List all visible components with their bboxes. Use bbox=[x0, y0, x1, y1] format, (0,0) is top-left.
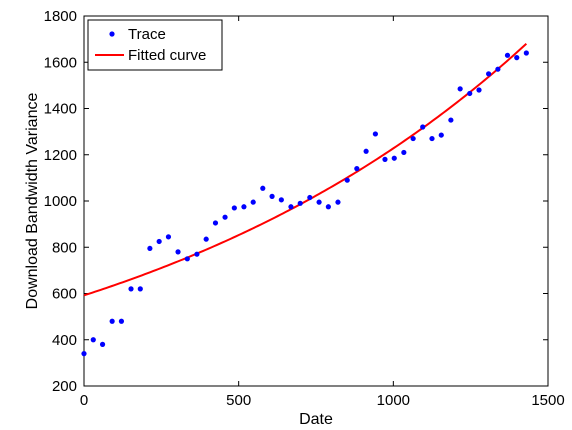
y-tick-label: 400 bbox=[52, 332, 77, 349]
y-tick-label: 600 bbox=[52, 286, 77, 303]
trace-point bbox=[194, 251, 200, 257]
x-tick-label: 1500 bbox=[531, 392, 564, 409]
y-tick-labels: 200 400 600 800 1000 1200 1400 1600 1800 bbox=[44, 8, 77, 395]
y-tick-label: 1200 bbox=[44, 147, 77, 164]
trace-point bbox=[137, 286, 143, 292]
legend-fit-label: Fitted curve bbox=[128, 47, 206, 64]
trace-point bbox=[307, 194, 313, 201]
y-tick-label: 800 bbox=[52, 239, 77, 256]
trace-point bbox=[288, 204, 294, 210]
trace-point bbox=[523, 50, 529, 56]
x-axis-label: Date bbox=[299, 411, 333, 428]
legend-box bbox=[87, 19, 223, 71]
legend-trace-label: Trace bbox=[128, 26, 166, 43]
trace-point bbox=[175, 249, 181, 255]
trace-point bbox=[486, 71, 492, 77]
trace-point bbox=[147, 245, 153, 252]
trace-point bbox=[165, 234, 172, 240]
fitted-curve-line bbox=[83, 43, 528, 297]
trace-point bbox=[438, 132, 444, 138]
y-tick-label: 1400 bbox=[44, 101, 77, 118]
fitted-curve-layer bbox=[83, 43, 528, 297]
legend: Trace Fitted curve bbox=[87, 19, 223, 71]
trace-point bbox=[448, 117, 454, 123]
trace-point bbox=[476, 87, 482, 93]
trace-point bbox=[429, 135, 435, 142]
trace-point bbox=[250, 199, 256, 205]
trace-point bbox=[410, 135, 416, 142]
y-tick-label: 1600 bbox=[44, 54, 77, 71]
trace-point bbox=[382, 156, 388, 162]
trace-point bbox=[222, 214, 228, 220]
trace-point bbox=[269, 193, 275, 199]
trace-point bbox=[109, 318, 115, 324]
trace-points-layer bbox=[81, 50, 529, 357]
x-tick-labels: 0 500 1000 1500 bbox=[80, 392, 565, 409]
trace-point bbox=[457, 86, 463, 92]
trace-point bbox=[297, 200, 303, 206]
trace-point bbox=[128, 286, 134, 292]
trace-point bbox=[316, 199, 322, 205]
trace-point bbox=[335, 199, 341, 205]
trace-point bbox=[203, 236, 209, 242]
x-tick-label: 0 bbox=[80, 392, 88, 409]
trace-point bbox=[260, 185, 266, 191]
trace-point bbox=[420, 124, 426, 130]
legend-trace-marker bbox=[109, 31, 115, 37]
plot-area bbox=[83, 15, 549, 387]
trace-point bbox=[391, 155, 397, 161]
trace-point bbox=[99, 341, 106, 347]
trace-point bbox=[344, 177, 350, 183]
trace-point bbox=[495, 66, 501, 72]
x-tick-label: 1000 bbox=[377, 392, 410, 409]
trace-point bbox=[504, 52, 511, 58]
trace-point bbox=[514, 55, 520, 61]
trace-point bbox=[401, 149, 407, 156]
y-axis-label: Download Bandwidth Variance bbox=[24, 93, 41, 310]
trace-point bbox=[90, 337, 96, 343]
trace-point bbox=[278, 197, 284, 203]
trace-point bbox=[81, 351, 87, 357]
trace-point bbox=[156, 238, 162, 245]
trace-point bbox=[467, 90, 473, 97]
trace-point bbox=[118, 318, 125, 324]
trace-point bbox=[363, 148, 369, 154]
trace-point bbox=[231, 205, 237, 211]
trace-point bbox=[325, 204, 331, 210]
trace-point bbox=[241, 204, 247, 210]
y-tick-label: 1800 bbox=[44, 8, 77, 25]
trace-point bbox=[184, 256, 190, 262]
trace-point bbox=[372, 131, 378, 137]
trace-point bbox=[212, 220, 219, 226]
x-tick-label: 500 bbox=[226, 392, 251, 409]
y-tick-label: 200 bbox=[52, 378, 77, 395]
trace-point bbox=[354, 166, 360, 172]
y-tick-label: 1000 bbox=[44, 193, 77, 210]
